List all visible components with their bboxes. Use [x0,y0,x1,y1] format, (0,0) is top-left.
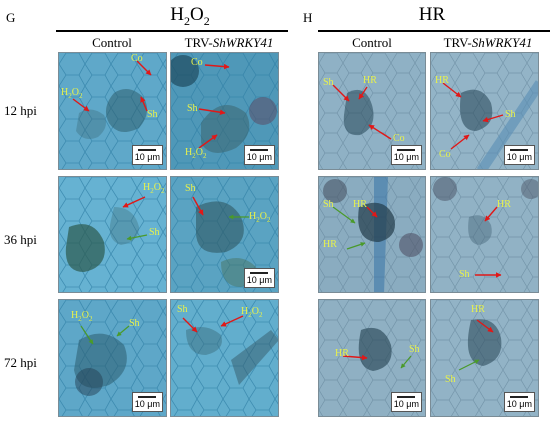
col-header-h-control: Control [352,35,392,50]
annotation-h2o2: H2O2 [185,147,207,160]
annotation-sh: Sh [323,199,334,210]
row-label-36hpi: 36 hpi [4,232,37,247]
annotation-sh: Sh [409,344,420,355]
annotation-sh: Sh [445,374,456,385]
scale-bar: 10 μm [390,392,422,412]
scale-bar: 10 μm [243,145,275,165]
scale-bar: 10 μm [390,145,422,165]
annotation-co: Co [439,149,451,160]
annotation-hr: HR [363,75,377,86]
scale-bar: 10 μm [131,392,163,412]
annotation-sh: Sh [323,77,334,88]
annotation-co: Co [393,133,405,144]
annotation-hr: HR [471,304,485,315]
annotation-sh: Sh [505,109,516,120]
scale-bar: 10 μm [131,145,163,165]
annotation-hr: HR [323,239,337,250]
micrograph-h-12hpi-control: Sh HR Co 10 μm [318,52,426,170]
micrograph-g-72hpi-trv: Sh H2O2 [170,299,279,417]
annotation-hr: HR [435,75,449,86]
annotation-h2o2: H2O2 [143,182,165,195]
annotation-hr: HR [335,348,349,359]
col-header-g-trv: TRV-ShWRKY41 [184,35,274,50]
annotation-sh: Sh [185,183,196,194]
micrograph-h-72hpi-control: HR Sh 10 μm [318,299,426,417]
scale-bar: 10 μm [243,268,275,288]
annotation-hr: HR [353,199,367,210]
annotation-hr: HR [497,199,511,210]
panel-title-h: HR [418,4,446,25]
micrograph-h-12hpi-trv: HR Sh Co 10 μm [430,52,539,170]
micrograph-h-36hpi-trv: HR Sh [430,176,539,293]
annotation-sh: Sh [177,304,188,315]
micrograph-h-72hpi-trv: HR Sh 10 μm [430,299,539,417]
annotation-sh: Sh [147,109,158,120]
annotation-co: Co [191,57,203,68]
annotation-sh: Sh [149,227,160,238]
panel-letter-g: G [6,10,16,25]
micrograph-g-36hpi-trv: Sh H2O2 10 μm [170,176,279,293]
panel-g-rule [56,30,288,32]
annotation-h2o2: H2O2 [249,211,271,224]
panel-letter-h: H [303,10,313,25]
row-label-12hpi: 12 hpi [4,103,37,118]
row-label-72hpi: 72 hpi [4,355,37,370]
micrograph-g-72hpi-control: H2O2 Sh 10 μm [58,299,167,417]
col-header-h-trv: TRV-ShWRKY41 [443,35,533,50]
annotation-h2o2: H2O2 [241,306,263,319]
col-header-g-control: Control [92,35,132,50]
annotation-sh: Sh [129,318,140,329]
micrograph-g-12hpi-trv: Co Sh H2O2 10 μm [170,52,279,170]
scale-bar: 10 μm [503,392,535,412]
panel-h-rule [318,30,550,32]
micrograph-g-36hpi-control: H2O2 Sh [58,176,167,293]
panel-title-g: H2O2 [170,4,210,28]
annotation-co: Co [131,53,143,64]
annotation-h2o2: H2O2 [61,87,83,100]
scale-bar: 10 μm [503,145,535,165]
annotation-sh: Sh [459,269,470,280]
annotation-sh: Sh [187,103,198,114]
micrograph-h-36hpi-control: Sh HR HR [318,176,426,293]
annotation-h2o2: H2O2 [71,310,93,323]
micrograph-g-12hpi-control: Co H2O2 Sh 10 μm [58,52,167,170]
